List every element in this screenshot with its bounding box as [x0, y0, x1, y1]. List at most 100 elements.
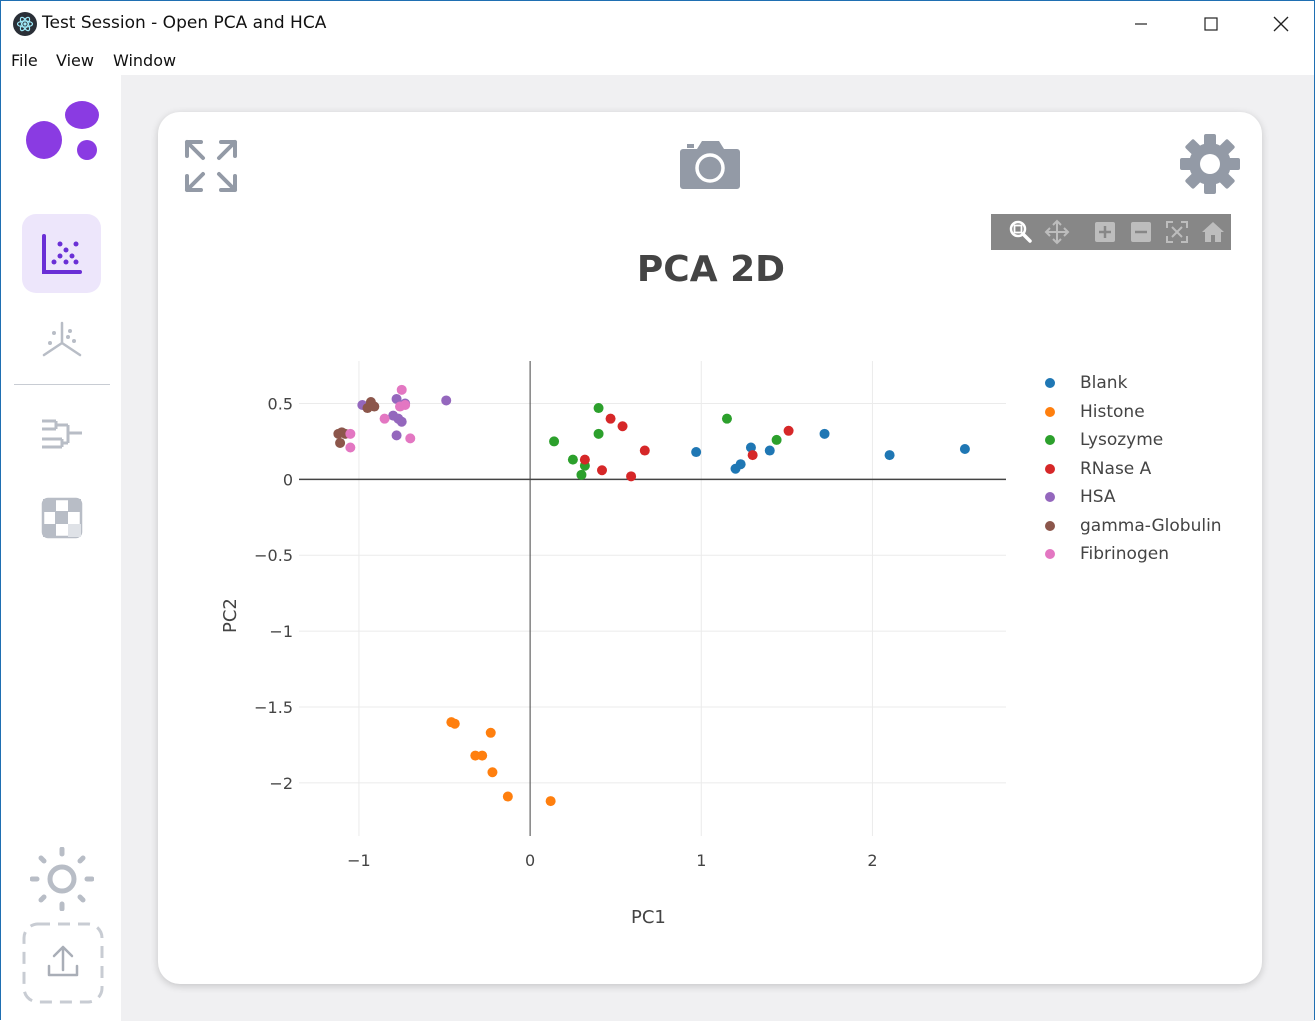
data-point-lysozyme	[721, 413, 732, 424]
minimize-icon	[1135, 23, 1147, 25]
data-point-fibrinogen	[345, 428, 356, 439]
legend-label: Histone	[1080, 401, 1145, 422]
legend-item[interactable]: Fibrinogen	[1043, 544, 1169, 564]
data-point-blank	[884, 450, 895, 461]
data-point-histone	[487, 767, 498, 778]
x-tick-label: 2	[867, 851, 877, 870]
legend-label: Blank	[1080, 373, 1128, 393]
data-point-histone	[470, 750, 481, 761]
modebar-zoom[interactable]	[1003, 214, 1039, 250]
legend-item[interactable]: RNase A	[1043, 459, 1151, 479]
legend-marker	[1045, 463, 1055, 474]
data-point-blank	[959, 444, 970, 455]
data-point-rnase-a	[783, 425, 794, 436]
y-axis-title: PC2	[220, 598, 241, 633]
legend-item[interactable]: Lysozyme	[1043, 430, 1163, 450]
screenshot-button[interactable]	[679, 139, 741, 195]
data-point-lysozyme	[593, 403, 604, 414]
data-point-hsa	[396, 416, 407, 427]
data-point-rnase-a	[597, 465, 607, 476]
data-point-rnase-a	[605, 413, 616, 424]
data-point-blank	[764, 445, 775, 456]
data-point-rnase-a	[639, 445, 650, 456]
y-tick-label: −1.5	[254, 698, 293, 717]
x-tick-label: 1	[696, 851, 706, 870]
data-point-histone	[485, 727, 496, 738]
data-point-blank	[745, 442, 756, 453]
zoom-in-icon	[1095, 222, 1115, 242]
plot-card	[158, 112, 1262, 984]
gear-icon	[1180, 134, 1240, 194]
data-point-lysozyme	[567, 454, 578, 465]
x-tick-label: −1	[347, 851, 371, 870]
heatmap-icon	[41, 497, 82, 538]
data-point-hsa	[441, 395, 452, 406]
upload-session-button[interactable]	[22, 922, 104, 1008]
modebar-zoom-in[interactable]	[1087, 214, 1123, 250]
modebar-zoom-out[interactable]	[1123, 214, 1159, 250]
legend-label: Lysozyme	[1080, 430, 1164, 450]
close-icon	[1273, 16, 1289, 32]
y-tick-label: −1	[269, 622, 293, 641]
legend-label: HSA	[1080, 487, 1116, 507]
menu-view[interactable]: View	[56, 51, 94, 70]
data-point-gamma-globulin	[335, 437, 346, 448]
zoom-icon	[1009, 220, 1032, 243]
data-point-lysozyme	[549, 436, 560, 447]
menu-file[interactable]: File	[11, 51, 38, 70]
menu-window[interactable]: Window	[113, 51, 177, 70]
pca-3d-axes-icon	[42, 321, 81, 356]
data-point-hsa	[391, 430, 402, 441]
data-point-rnase-a	[626, 471, 637, 482]
data-point-lysozyme	[576, 469, 587, 480]
legend-marker	[1045, 549, 1055, 559]
theme-toggle-button[interactable]	[29, 846, 95, 915]
title-bar[interactable]: Test Session - Open PCA and HCA	[1, 1, 1314, 47]
legend-marker	[1045, 378, 1055, 388]
close-button[interactable]	[1246, 1, 1315, 47]
legend-label: gamma-Globulin	[1080, 515, 1222, 536]
maximize-icon	[1204, 17, 1218, 31]
sidebar-divider	[14, 384, 110, 385]
sidebar	[1, 75, 121, 1021]
expand-icon	[185, 140, 237, 192]
modebar-autoscale[interactable]	[1159, 214, 1195, 250]
nav-heatmap[interactable]	[22, 478, 101, 557]
x-tick-label: 0	[525, 851, 535, 870]
data-point-lysozyme	[593, 428, 604, 439]
data-point-blank	[819, 428, 830, 439]
legend-item[interactable]: gamma-Globulin	[1043, 516, 1222, 536]
theme-sun-icon	[29, 846, 95, 912]
legend-item[interactable]: HSA	[1043, 487, 1116, 507]
nav-pca-2d[interactable]	[22, 214, 101, 293]
legend-marker	[1045, 435, 1055, 445]
data-point-rnase-a	[579, 454, 590, 465]
minimize-button[interactable]	[1106, 1, 1176, 47]
chart-title: PCA 2D	[636, 249, 786, 290]
autoscale-icon	[1166, 221, 1188, 243]
nav-hca[interactable]	[22, 393, 101, 472]
data-point-blank	[735, 459, 746, 470]
settings-button[interactable]	[1179, 133, 1241, 199]
fullscreen-button[interactable]	[183, 138, 239, 198]
legend-item[interactable]: Blank	[1043, 373, 1127, 393]
data-point-gamma-globulin	[369, 401, 380, 412]
modebar-reset[interactable]	[1195, 214, 1231, 250]
data-point-fibrinogen	[345, 442, 356, 453]
legend-item[interactable]: Histone	[1043, 402, 1145, 422]
data-point-fibrinogen	[379, 413, 390, 424]
scatter-plot-icon	[41, 233, 82, 274]
data-point-hsa	[391, 393, 402, 404]
data-point-histone	[502, 791, 513, 802]
modebar-pan[interactable]	[1039, 214, 1075, 250]
legend-label: RNase A	[1080, 458, 1152, 479]
data-point-fibrinogen	[405, 433, 416, 444]
maximize-button[interactable]	[1176, 1, 1246, 47]
data-point-lysozyme	[771, 434, 782, 445]
upload-icon	[22, 922, 104, 1004]
plot-modebar	[991, 214, 1231, 250]
y-tick-label: −0.5	[254, 546, 293, 565]
nav-pca-3d[interactable]	[22, 299, 101, 378]
